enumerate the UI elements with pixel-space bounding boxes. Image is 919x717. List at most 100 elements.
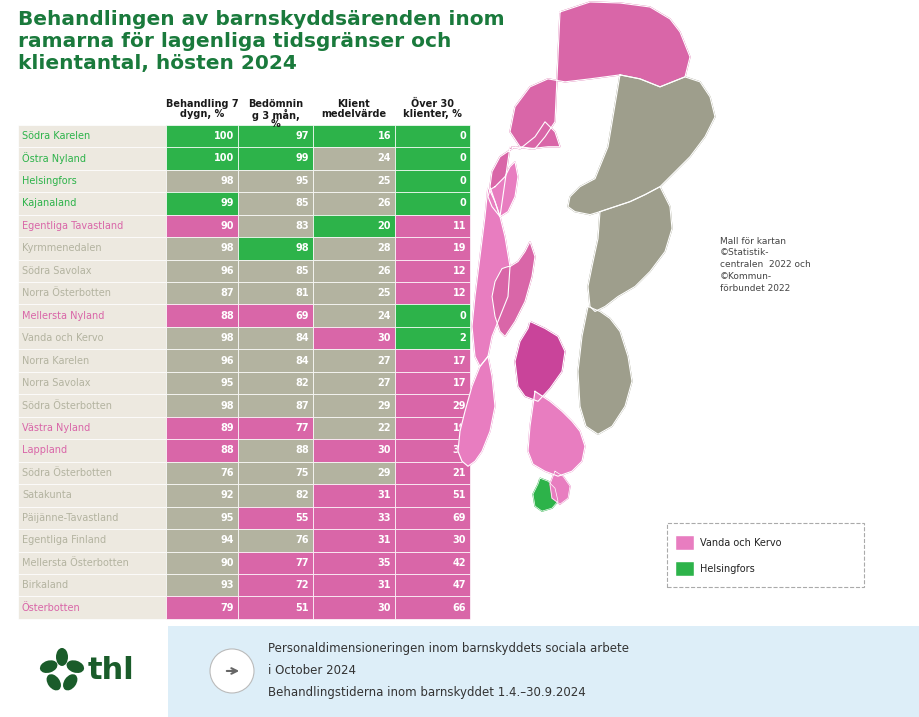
Text: i October 2024: i October 2024 [267, 665, 356, 678]
FancyBboxPatch shape [238, 260, 312, 282]
FancyBboxPatch shape [312, 597, 394, 619]
Text: 30: 30 [452, 445, 466, 455]
Text: 29: 29 [452, 401, 466, 411]
FancyBboxPatch shape [312, 282, 394, 305]
Text: 98: 98 [221, 401, 233, 411]
FancyBboxPatch shape [165, 507, 238, 529]
Text: 51: 51 [295, 603, 309, 613]
Text: 69: 69 [295, 310, 309, 320]
Polygon shape [458, 356, 494, 466]
FancyBboxPatch shape [238, 507, 312, 529]
FancyBboxPatch shape [394, 484, 470, 507]
FancyBboxPatch shape [165, 260, 238, 282]
FancyBboxPatch shape [165, 170, 238, 192]
FancyBboxPatch shape [18, 260, 165, 282]
FancyBboxPatch shape [394, 440, 470, 462]
FancyBboxPatch shape [312, 372, 394, 394]
Text: 22: 22 [377, 423, 391, 433]
Text: 90: 90 [221, 558, 233, 568]
FancyBboxPatch shape [18, 372, 165, 394]
Text: 12: 12 [452, 266, 466, 276]
Text: 31: 31 [377, 580, 391, 590]
Text: 76: 76 [221, 468, 233, 478]
Text: Kajanaland: Kajanaland [22, 199, 76, 209]
FancyBboxPatch shape [238, 551, 312, 574]
FancyBboxPatch shape [312, 417, 394, 440]
Text: 88: 88 [295, 445, 309, 455]
FancyBboxPatch shape [18, 305, 165, 327]
Text: 69: 69 [452, 513, 466, 523]
Text: %: % [270, 119, 280, 129]
FancyBboxPatch shape [394, 237, 470, 260]
Text: 17: 17 [452, 378, 466, 388]
Text: Bedömnin: Bedömnin [247, 99, 302, 109]
FancyBboxPatch shape [238, 237, 312, 260]
FancyBboxPatch shape [165, 529, 238, 551]
FancyBboxPatch shape [165, 214, 238, 237]
Text: Österbotten: Österbotten [22, 603, 81, 613]
FancyBboxPatch shape [312, 349, 394, 372]
Ellipse shape [56, 648, 68, 666]
FancyBboxPatch shape [238, 417, 312, 440]
FancyBboxPatch shape [394, 349, 470, 372]
FancyBboxPatch shape [18, 147, 165, 170]
FancyBboxPatch shape [165, 125, 238, 147]
Text: 81: 81 [295, 288, 309, 298]
Circle shape [210, 649, 254, 693]
FancyBboxPatch shape [666, 523, 863, 587]
Text: 26: 26 [377, 199, 391, 209]
Polygon shape [532, 478, 558, 511]
FancyBboxPatch shape [165, 417, 238, 440]
Text: Norra Savolax: Norra Savolax [22, 378, 90, 388]
Text: 95: 95 [221, 378, 233, 388]
FancyBboxPatch shape [18, 192, 165, 214]
FancyBboxPatch shape [165, 282, 238, 305]
Text: 30: 30 [377, 445, 391, 455]
Text: 31: 31 [377, 536, 391, 546]
Text: 0: 0 [459, 310, 466, 320]
FancyBboxPatch shape [18, 574, 165, 597]
Text: 42: 42 [452, 558, 466, 568]
Text: Behandlingen av barnskyddsärenden inom: Behandlingen av barnskyddsärenden inom [18, 10, 505, 29]
Text: 84: 84 [295, 356, 309, 366]
Text: 21: 21 [452, 468, 466, 478]
FancyBboxPatch shape [165, 394, 238, 417]
Text: Birkaland: Birkaland [22, 580, 68, 590]
Text: 79: 79 [221, 603, 233, 613]
FancyBboxPatch shape [394, 551, 470, 574]
Ellipse shape [63, 674, 77, 690]
FancyBboxPatch shape [238, 484, 312, 507]
Text: Södra Savolax: Södra Savolax [22, 266, 91, 276]
FancyBboxPatch shape [238, 462, 312, 484]
FancyBboxPatch shape [238, 372, 312, 394]
Text: Kyrmmenedalen: Kyrmmenedalen [22, 243, 101, 253]
Text: 25: 25 [377, 288, 391, 298]
Text: Södra Österbotten: Södra Österbotten [22, 401, 112, 411]
FancyBboxPatch shape [18, 484, 165, 507]
FancyBboxPatch shape [394, 597, 470, 619]
Text: 25: 25 [377, 176, 391, 186]
FancyBboxPatch shape [18, 170, 165, 192]
Text: 85: 85 [295, 199, 309, 209]
Text: Mellersta Österbotten: Mellersta Österbotten [22, 558, 129, 568]
FancyBboxPatch shape [165, 192, 238, 214]
Text: 29: 29 [377, 468, 391, 478]
FancyBboxPatch shape [18, 394, 165, 417]
FancyBboxPatch shape [394, 574, 470, 597]
Text: Egentliga Tavastland: Egentliga Tavastland [22, 221, 123, 231]
Ellipse shape [47, 674, 61, 690]
Polygon shape [487, 162, 517, 217]
Text: 85: 85 [295, 266, 309, 276]
FancyBboxPatch shape [312, 551, 394, 574]
FancyBboxPatch shape [238, 125, 312, 147]
Text: Norra Österbotten: Norra Österbotten [22, 288, 111, 298]
FancyBboxPatch shape [394, 282, 470, 305]
Text: 0: 0 [459, 153, 466, 163]
Text: Päijänne-Tavastland: Päijänne-Tavastland [22, 513, 119, 523]
Text: Klient: Klient [337, 99, 370, 109]
Text: 72: 72 [295, 580, 309, 590]
Text: 27: 27 [377, 356, 391, 366]
FancyBboxPatch shape [238, 349, 312, 372]
Polygon shape [492, 242, 535, 336]
Text: 66: 66 [452, 603, 466, 613]
